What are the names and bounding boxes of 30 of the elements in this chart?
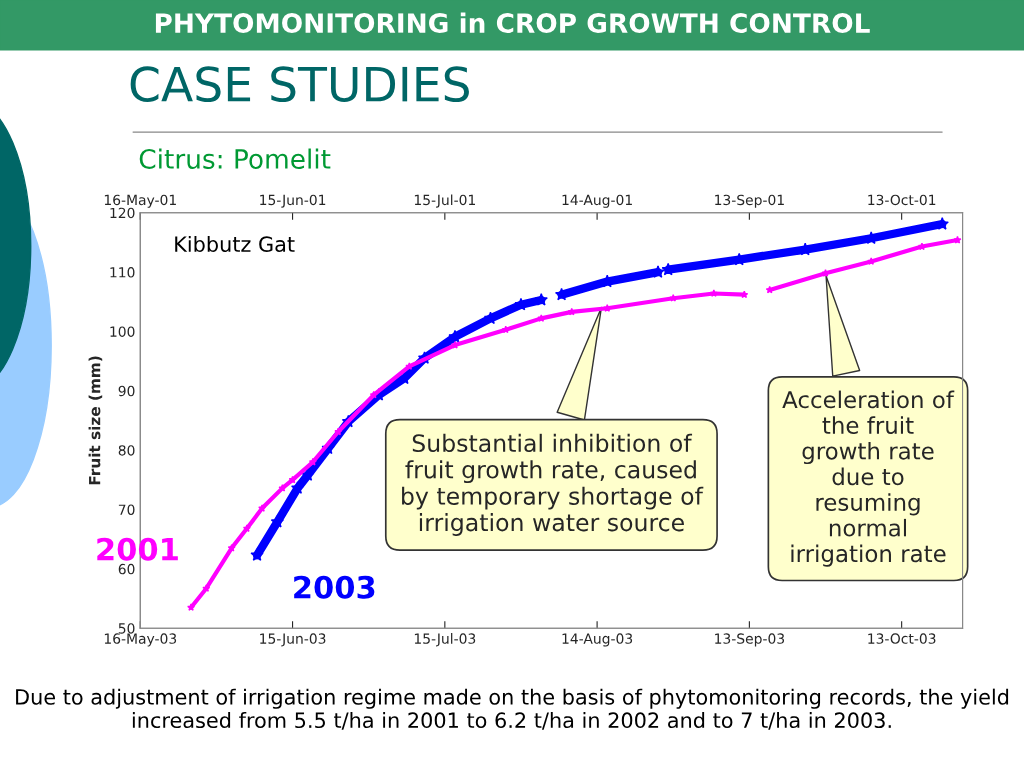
x-tick-label: 16-May-03	[104, 633, 177, 647]
x2-tick-label: 15-Jun-01	[260, 194, 326, 208]
x2-tick-label: 13-Sep-01	[715, 194, 784, 208]
y-tick-label: 60	[118, 563, 135, 575]
y-tick-label: 90	[118, 385, 135, 397]
annotation: Kibbutz Gat	[175, 235, 295, 253]
annotation: Substantial inhibition of fruit growth rate, caused by temporary shortage of irrigation water source	[402, 433, 704, 536]
x-tick-label: 14-Aug-03	[562, 633, 633, 647]
y-tick-label: 70	[118, 504, 135, 515]
x2-tick-label: 16-May-01	[104, 194, 176, 208]
chart-subtitle: Citrus: Pomelit	[139, 148, 331, 169]
y-axis-title: Fruit size (mm)	[88, 356, 103, 485]
y-tick-label: 50	[118, 623, 135, 634]
x2-tick-label: 15-Jul-01	[414, 194, 476, 208]
chart-title: PHYTOMONITORING in CROP GROWTH CONTROL	[155, 12, 870, 33]
x-tick-label: 13-Sep-03	[715, 633, 785, 647]
x2-tick-label: 14-Aug-01	[562, 194, 632, 208]
text: Due to adjustment of irrigation regime made on the basis of phytomonitoring records, the yield increased from 5.5 t/ha in 2001 to 6.2 t/ha in 2002 and to 7 t/ha in 2003.	[16, 688, 1009, 730]
y-tick-label: 120	[110, 207, 135, 219]
annotation: Acceleration of the fruit growth rate due to resuming normal irrigation rate	[782, 390, 955, 567]
series-label: 2003	[294, 575, 375, 599]
x-tick-label: 15-Jul-03	[414, 633, 476, 647]
x2-tick-label: 13-Oct-01	[868, 194, 936, 206]
y-tick-label: 100	[110, 326, 135, 337]
series-label: 2001	[97, 537, 178, 561]
text: CASE STUDIES	[130, 66, 469, 103]
x-tick-label: 13-Oct-03	[868, 633, 936, 644]
y-tick-label: 110	[110, 267, 135, 278]
x-tick-label: 15-Jun-03	[260, 633, 326, 647]
y-tick-label: 80	[118, 445, 135, 456]
